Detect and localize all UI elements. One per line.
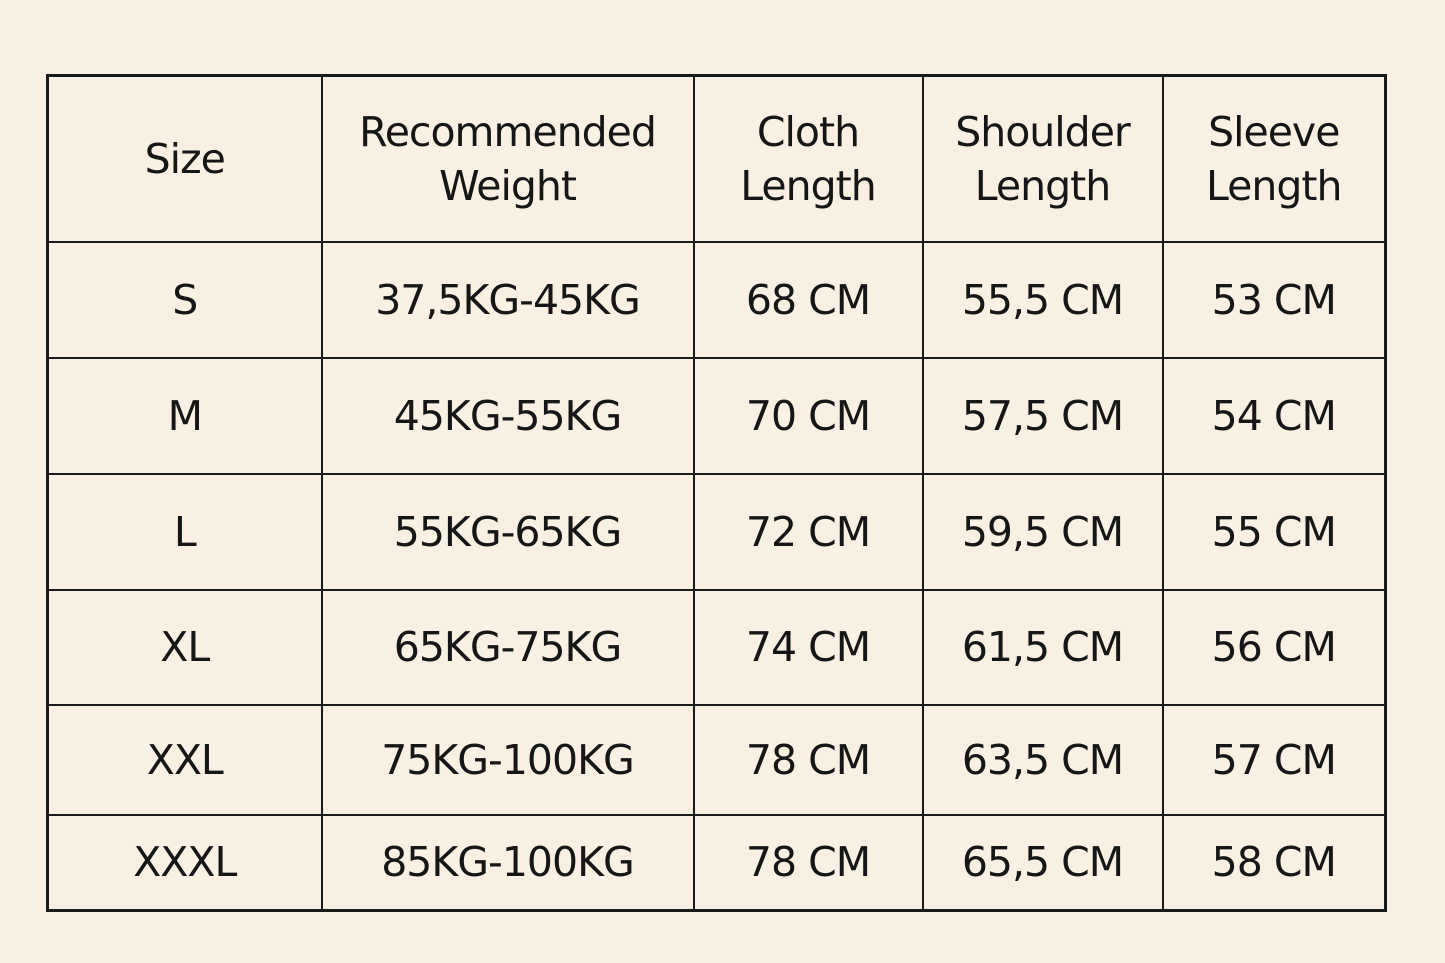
column-header-line: Recommended: [359, 107, 657, 156]
table-cell: 65,5 CM: [921, 813, 1164, 912]
table-cell: 55 CM: [1161, 472, 1387, 591]
table-cell: 68 CM: [692, 240, 924, 359]
table-cell: 72 CM: [692, 472, 924, 591]
column-header-line: Length: [1206, 161, 1342, 210]
column-header-line: Length: [740, 161, 876, 210]
table-row: XXL 75KG-100KG 78 CM 63,5 CM 57 CM: [46, 703, 1387, 816]
column-header-line: Weight: [439, 161, 577, 210]
table-cell: XXL: [46, 703, 323, 816]
table-row: M 45KG-55KG 70 CM 57,5 CM 54 CM: [46, 356, 1387, 475]
table-cell: 78 CM: [692, 813, 924, 912]
table-cell: 70 CM: [692, 356, 924, 475]
table-row: XXXL 85KG-100KG 78 CM 65,5 CM 58 CM: [46, 813, 1387, 912]
column-header: Sleeve Length: [1161, 74, 1387, 243]
table-cell: 54 CM: [1161, 356, 1387, 475]
table-cell: S: [46, 240, 323, 359]
table-cell: 45KG-55KG: [320, 356, 695, 475]
column-header-line: Size: [144, 134, 226, 183]
table-cell: M: [46, 356, 323, 475]
header-row: Size Recommended Weight Cloth Length Shoulder…: [46, 74, 1387, 243]
column-header-line: Shoulder: [955, 107, 1131, 156]
column-header-line: Length: [974, 161, 1111, 210]
table-cell: L: [46, 472, 323, 591]
table-cell: 57,5 CM: [921, 356, 1164, 475]
table-cell: 55KG-65KG: [320, 472, 695, 591]
column-header: Shoulder Length: [921, 74, 1164, 243]
column-header: Recommended Weight: [320, 74, 695, 243]
table-cell: 78 CM: [692, 703, 924, 816]
table-row: L 55KG-65KG 72 CM 59,5 CM 55 CM: [46, 472, 1387, 591]
table-cell: 74 CM: [692, 588, 924, 706]
table-cell: 59,5 CM: [921, 472, 1164, 591]
table-cell: 61,5 CM: [921, 588, 1164, 706]
table-cell: 58 CM: [1161, 813, 1387, 912]
table-cell: 37,5KG-45KG: [320, 240, 695, 359]
table-cell: 63,5 CM: [921, 703, 1164, 816]
table-row: XL 65KG-75KG 74 CM 61,5 CM 56 CM: [46, 588, 1387, 706]
table-cell: 65KG-75KG: [320, 588, 695, 706]
column-header-line: Sleeve: [1208, 107, 1340, 156]
table-cell: XL: [46, 588, 323, 706]
table-cell: 85KG-100KG: [320, 813, 695, 912]
table-row: S 37,5KG-45KG 68 CM 55,5 CM 53 CM: [46, 240, 1387, 359]
table-cell: 75KG-100KG: [320, 703, 695, 816]
column-header: Size: [46, 74, 323, 243]
size-chart-table: Size Recommended Weight Cloth Length Shoulder…: [46, 74, 1387, 912]
table-cell: 57 CM: [1161, 703, 1387, 816]
table-cell: 56 CM: [1161, 588, 1387, 706]
column-header: Cloth Length: [692, 74, 924, 243]
table-cell: 53 CM: [1161, 240, 1387, 359]
column-header-line: Cloth: [756, 107, 860, 156]
table-cell: 55,5 CM: [921, 240, 1164, 359]
table-cell: XXXL: [46, 813, 323, 912]
